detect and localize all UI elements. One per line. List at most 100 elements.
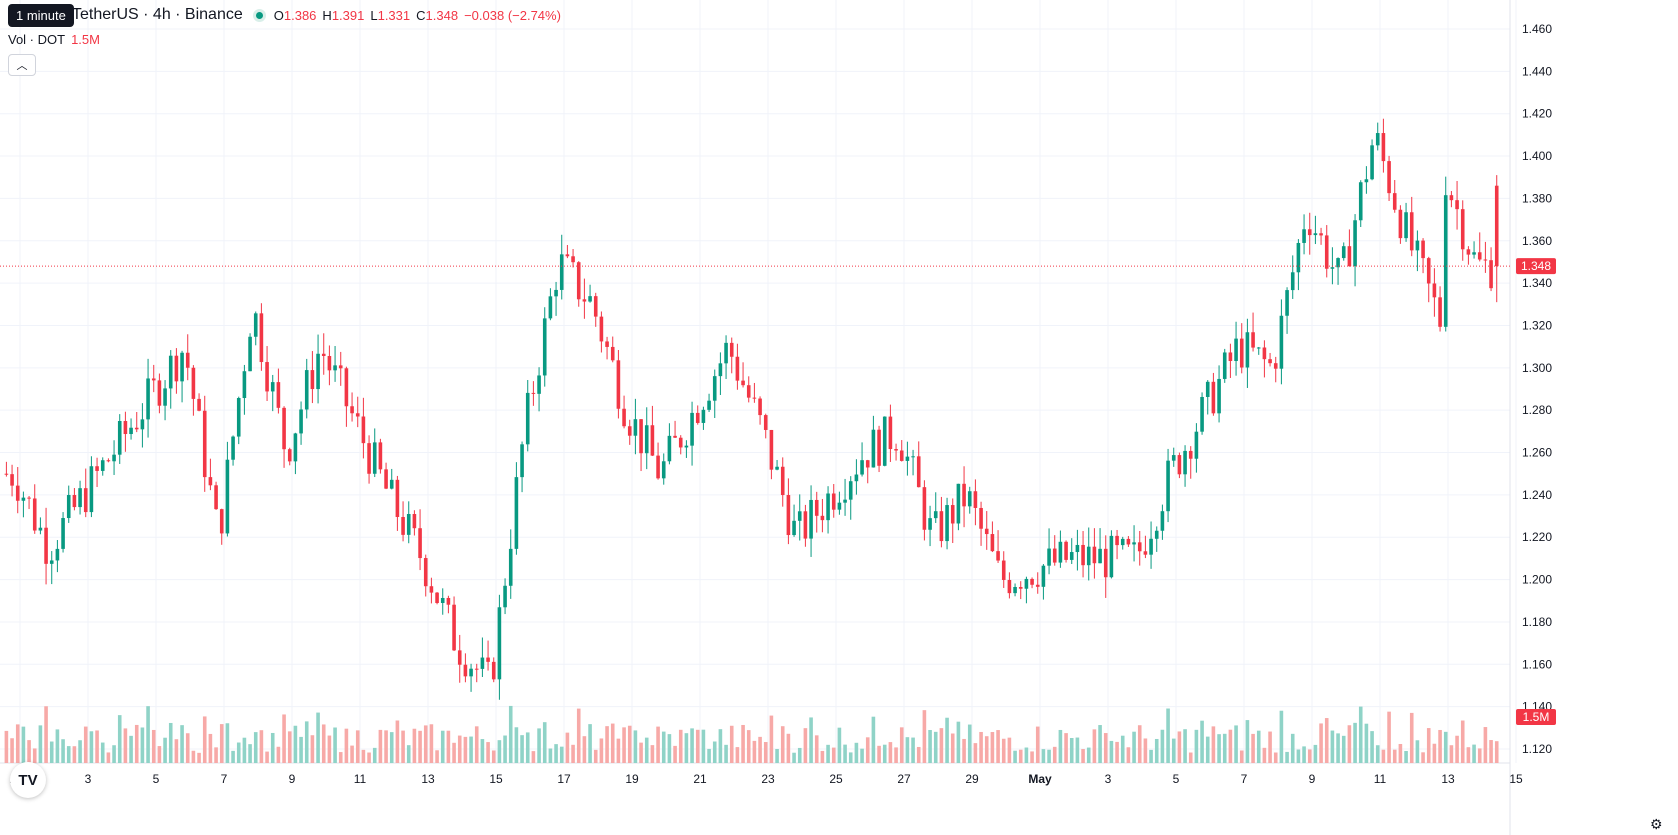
- volume-bar: [1132, 731, 1136, 763]
- price-tick-label: 1.340: [1522, 276, 1552, 290]
- candle-body: [72, 495, 77, 508]
- candle-body: [990, 534, 995, 552]
- time-tick-label: 5: [1173, 772, 1180, 786]
- candle-body: [1166, 460, 1170, 512]
- candle-body: [174, 355, 179, 382]
- volume-bar: [899, 727, 904, 763]
- candle-body: [361, 416, 366, 444]
- candle-body: [1347, 246, 1352, 267]
- volume-bar: [168, 722, 173, 763]
- volume-bar: [1120, 735, 1125, 763]
- market-status-icon[interactable]: [252, 8, 266, 22]
- candle-body: [1217, 378, 1221, 414]
- volume-bar: [1285, 751, 1289, 763]
- last-price-label: 1.348: [1521, 259, 1551, 273]
- volume-bar: [1126, 747, 1131, 763]
- price-tick-label: 1.440: [1522, 64, 1552, 78]
- candle-body: [1336, 258, 1340, 268]
- volume-bar: [180, 725, 184, 763]
- candle-body: [55, 548, 60, 561]
- candle-body: [1092, 546, 1097, 564]
- volume-bar: [962, 738, 966, 763]
- volume-bar: [1103, 733, 1108, 763]
- time-tick-label: 25: [829, 772, 843, 786]
- candle-body: [565, 254, 570, 257]
- time-tick-label: 9: [1309, 772, 1316, 786]
- volume-bar: [582, 736, 587, 763]
- candle-body: [1013, 586, 1017, 594]
- volume-bar: [894, 747, 898, 763]
- tradingview-logo[interactable]: TV: [10, 762, 46, 798]
- volume-bar: [525, 732, 530, 763]
- candle-body: [1438, 297, 1442, 327]
- candle-body: [1024, 578, 1029, 589]
- volume-bar: [157, 746, 162, 763]
- volume-bar: [1001, 738, 1006, 763]
- volume-bar: [1047, 749, 1051, 763]
- volume-bar: [1426, 728, 1431, 763]
- volume-bar: [1375, 745, 1380, 763]
- candle-body: [639, 419, 643, 454]
- volume-bar: [588, 724, 592, 763]
- volume-bar: [361, 749, 366, 763]
- candle-body: [287, 449, 292, 462]
- volume-bar: [1370, 731, 1374, 763]
- candle-body: [899, 450, 904, 461]
- candle-body: [1460, 209, 1465, 250]
- candle-body: [1409, 212, 1414, 251]
- collapse-legend-button[interactable]: ︿: [8, 54, 36, 76]
- volume-bar: [1194, 729, 1199, 763]
- candle-body: [282, 407, 286, 450]
- volume-bar: [1421, 752, 1425, 763]
- volume-bar: [27, 740, 31, 763]
- volume-bar: [163, 737, 167, 763]
- volume-bar: [225, 723, 230, 763]
- volume-bar: [554, 744, 558, 763]
- volume-label: Vol · DOT: [8, 32, 66, 47]
- candle-body: [344, 368, 349, 407]
- volume-bar: [253, 732, 258, 763]
- volume-bar: [1183, 729, 1187, 763]
- time-tick-label: 23: [761, 772, 775, 786]
- candle-body: [922, 487, 927, 530]
- candle-body: [1302, 229, 1306, 243]
- volume-bar: [1404, 751, 1408, 763]
- volume-bar: [905, 737, 910, 763]
- candle-body: [1404, 212, 1408, 239]
- candle-body: [89, 466, 94, 513]
- candle-body: [775, 466, 779, 470]
- candle-body: [1398, 209, 1403, 239]
- candle-body: [741, 380, 745, 386]
- candle-body: [1290, 272, 1295, 291]
- candle-body: [457, 650, 462, 665]
- volume-bar: [735, 747, 740, 763]
- settings-icon[interactable]: ⚙: [1650, 816, 1663, 832]
- volume-bar: [140, 727, 145, 763]
- candle-body: [384, 469, 388, 489]
- symbol-title[interactable]: TetherUS · 4h · Binance: [72, 6, 243, 23]
- candle-body: [848, 481, 853, 500]
- candle-body: [1449, 195, 1454, 201]
- price-tick-label: 1.320: [1522, 318, 1552, 332]
- candle-body: [219, 509, 224, 534]
- candle-body: [1143, 551, 1148, 555]
- candle-body: [503, 585, 507, 608]
- volume-bar: [497, 740, 502, 763]
- volume-bar: [644, 737, 649, 763]
- volume-bar: [814, 735, 819, 763]
- volume-bar: [661, 731, 666, 763]
- candle-body: [701, 409, 706, 423]
- volume-bar: [678, 729, 683, 763]
- volume-bar: [627, 725, 632, 763]
- volume-bar: [202, 716, 207, 763]
- time-tick-label: 5: [153, 772, 160, 786]
- candle-body: [265, 362, 269, 392]
- candle-body: [469, 668, 473, 677]
- volume-bar: [1069, 738, 1074, 763]
- volume-bar: [1336, 733, 1340, 763]
- price-tick-label: 1.120: [1522, 742, 1552, 756]
- volume-bar: [718, 729, 723, 763]
- candle-body: [1239, 338, 1244, 368]
- close-value: C1.348: [416, 7, 459, 23]
